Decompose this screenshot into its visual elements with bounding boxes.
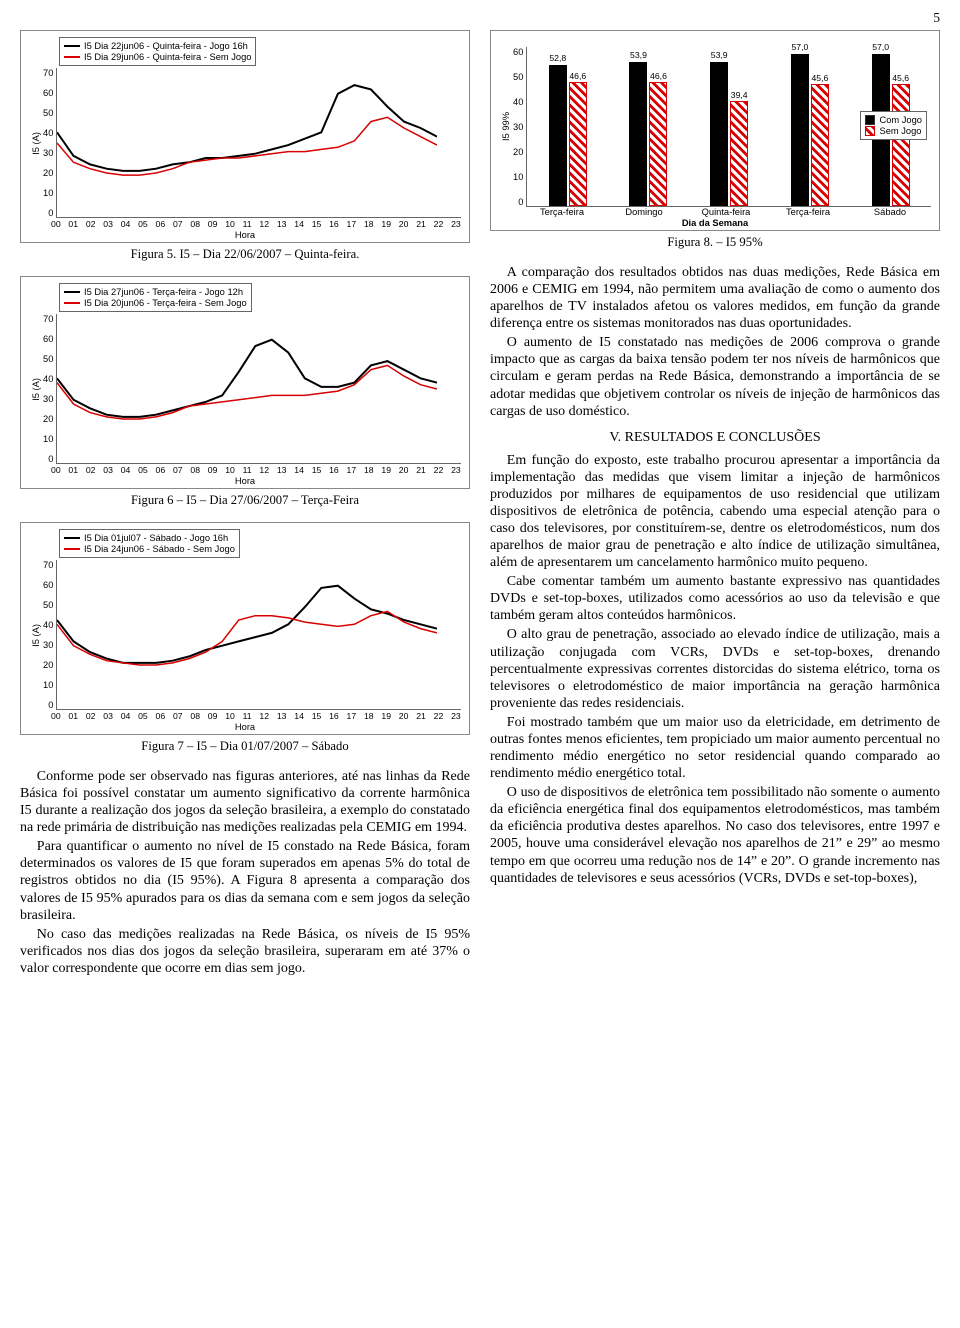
caption-fig5: Figura 5. I5 – Dia 22/06/2007 – Quinta-f… (20, 247, 470, 262)
legend-label: I5 Dia 01jul07 - Sábado - Jogo 16h (84, 533, 228, 543)
bar-group: 53,946,6 (608, 47, 689, 206)
section-heading: V. RESULTADOS E CONCLUSÕES (490, 430, 940, 446)
x-axis-label: Hora (29, 230, 461, 240)
right-column: I5 99%605040302010052,846,653,946,653,93… (490, 30, 940, 979)
chart-i5-quinta: I5 Dia 22jun06 - Quinta-feira - Jogo 16h… (20, 30, 470, 243)
chart-legend: I5 Dia 27jun06 - Terça-feira - Jogo 12hI… (59, 283, 252, 312)
bar-com-jogo: 53,9 (710, 62, 728, 206)
left-para-3: No caso das medições realizadas na Rede … (20, 926, 470, 977)
bar-chart-i5-95: I5 99%605040302010052,846,653,946,653,93… (490, 30, 940, 231)
right-para-6: Foi mostrado também que um maior uso da … (490, 714, 940, 782)
caption-fig8: Figura 8. – I5 95% (490, 235, 940, 250)
x-axis-label: Dia da Semana (499, 218, 931, 228)
legend-label: Com Jogo (879, 115, 922, 125)
legend-label: Sem Jogo (879, 126, 921, 136)
bar-sem-jogo: 45,6 (811, 84, 829, 206)
bar-sem-jogo: 39,4 (730, 101, 748, 206)
bar-com-jogo: 57,0 (791, 54, 809, 206)
page-number: 5 (20, 10, 940, 26)
bar-sem-jogo: 45,6 (892, 84, 910, 206)
bar-com-jogo: 53,9 (629, 62, 647, 206)
left-para-2: Para quantificar o aumento no nível de I… (20, 838, 470, 923)
bar-group: 53,939,4 (689, 47, 770, 206)
right-para-7: O uso de dispositivos de eletrônica tem … (490, 784, 940, 886)
bar-legend: Com JogoSem Jogo (860, 111, 927, 140)
chart-i5-sabado: I5 Dia 01jul07 - Sábado - Jogo 16hI5 Dia… (20, 522, 470, 735)
bar-com-jogo: 52,8 (549, 65, 567, 206)
x-axis-label: Hora (29, 476, 461, 486)
legend-label: I5 Dia 24jun06 - Sábado - Sem Jogo (84, 544, 235, 554)
bar-sem-jogo: 46,6 (569, 82, 587, 206)
left-para-1: Conforme pode ser observado nas figuras … (20, 768, 470, 836)
y-axis-label: I5 (A) (29, 378, 43, 401)
y-axis-label: I5 (A) (29, 132, 43, 155)
caption-fig6: Figura 6 – I5 – Dia 27/06/2007 – Terça-F… (20, 493, 470, 508)
bar-group: 52,846,6 (527, 47, 608, 206)
chart-legend: I5 Dia 01jul07 - Sábado - Jogo 16hI5 Dia… (59, 529, 240, 558)
legend-label: I5 Dia 27jun06 - Terça-feira - Jogo 12h (84, 287, 243, 297)
chart-i5-terca: I5 Dia 27jun06 - Terça-feira - Jogo 12hI… (20, 276, 470, 489)
legend-label: I5 Dia 20jun06 - Terça-feira - Sem Jogo (84, 298, 247, 308)
legend-label: I5 Dia 29jun06 - Quinta-feira - Sem Jogo (84, 52, 251, 62)
legend-label: I5 Dia 22jun06 - Quinta-feira - Jogo 16h (84, 41, 248, 51)
bar-sem-jogo: 46,6 (649, 82, 667, 206)
y-axis-label: I5 99% (499, 112, 513, 141)
x-axis-label: Hora (29, 722, 461, 732)
right-para-4: Cabe comentar também um aumento bastante… (490, 573, 940, 624)
left-column: I5 Dia 22jun06 - Quinta-feira - Jogo 16h… (20, 30, 470, 979)
right-para-5: O alto grau de penetração, associado ao … (490, 626, 940, 711)
right-para-1: A comparação dos resultados obtidos nas … (490, 264, 940, 332)
bar-group: 57,045,6 (770, 47, 851, 206)
right-para-3: Em função do exposto, este trabalho proc… (490, 452, 940, 572)
caption-fig7: Figura 7 – I5 – Dia 01/07/2007 – Sábado (20, 739, 470, 754)
right-para-2: O aumento de I5 constatado nas medições … (490, 334, 940, 419)
y-axis-label: I5 (A) (29, 624, 43, 647)
chart-legend: I5 Dia 22jun06 - Quinta-feira - Jogo 16h… (59, 37, 256, 66)
